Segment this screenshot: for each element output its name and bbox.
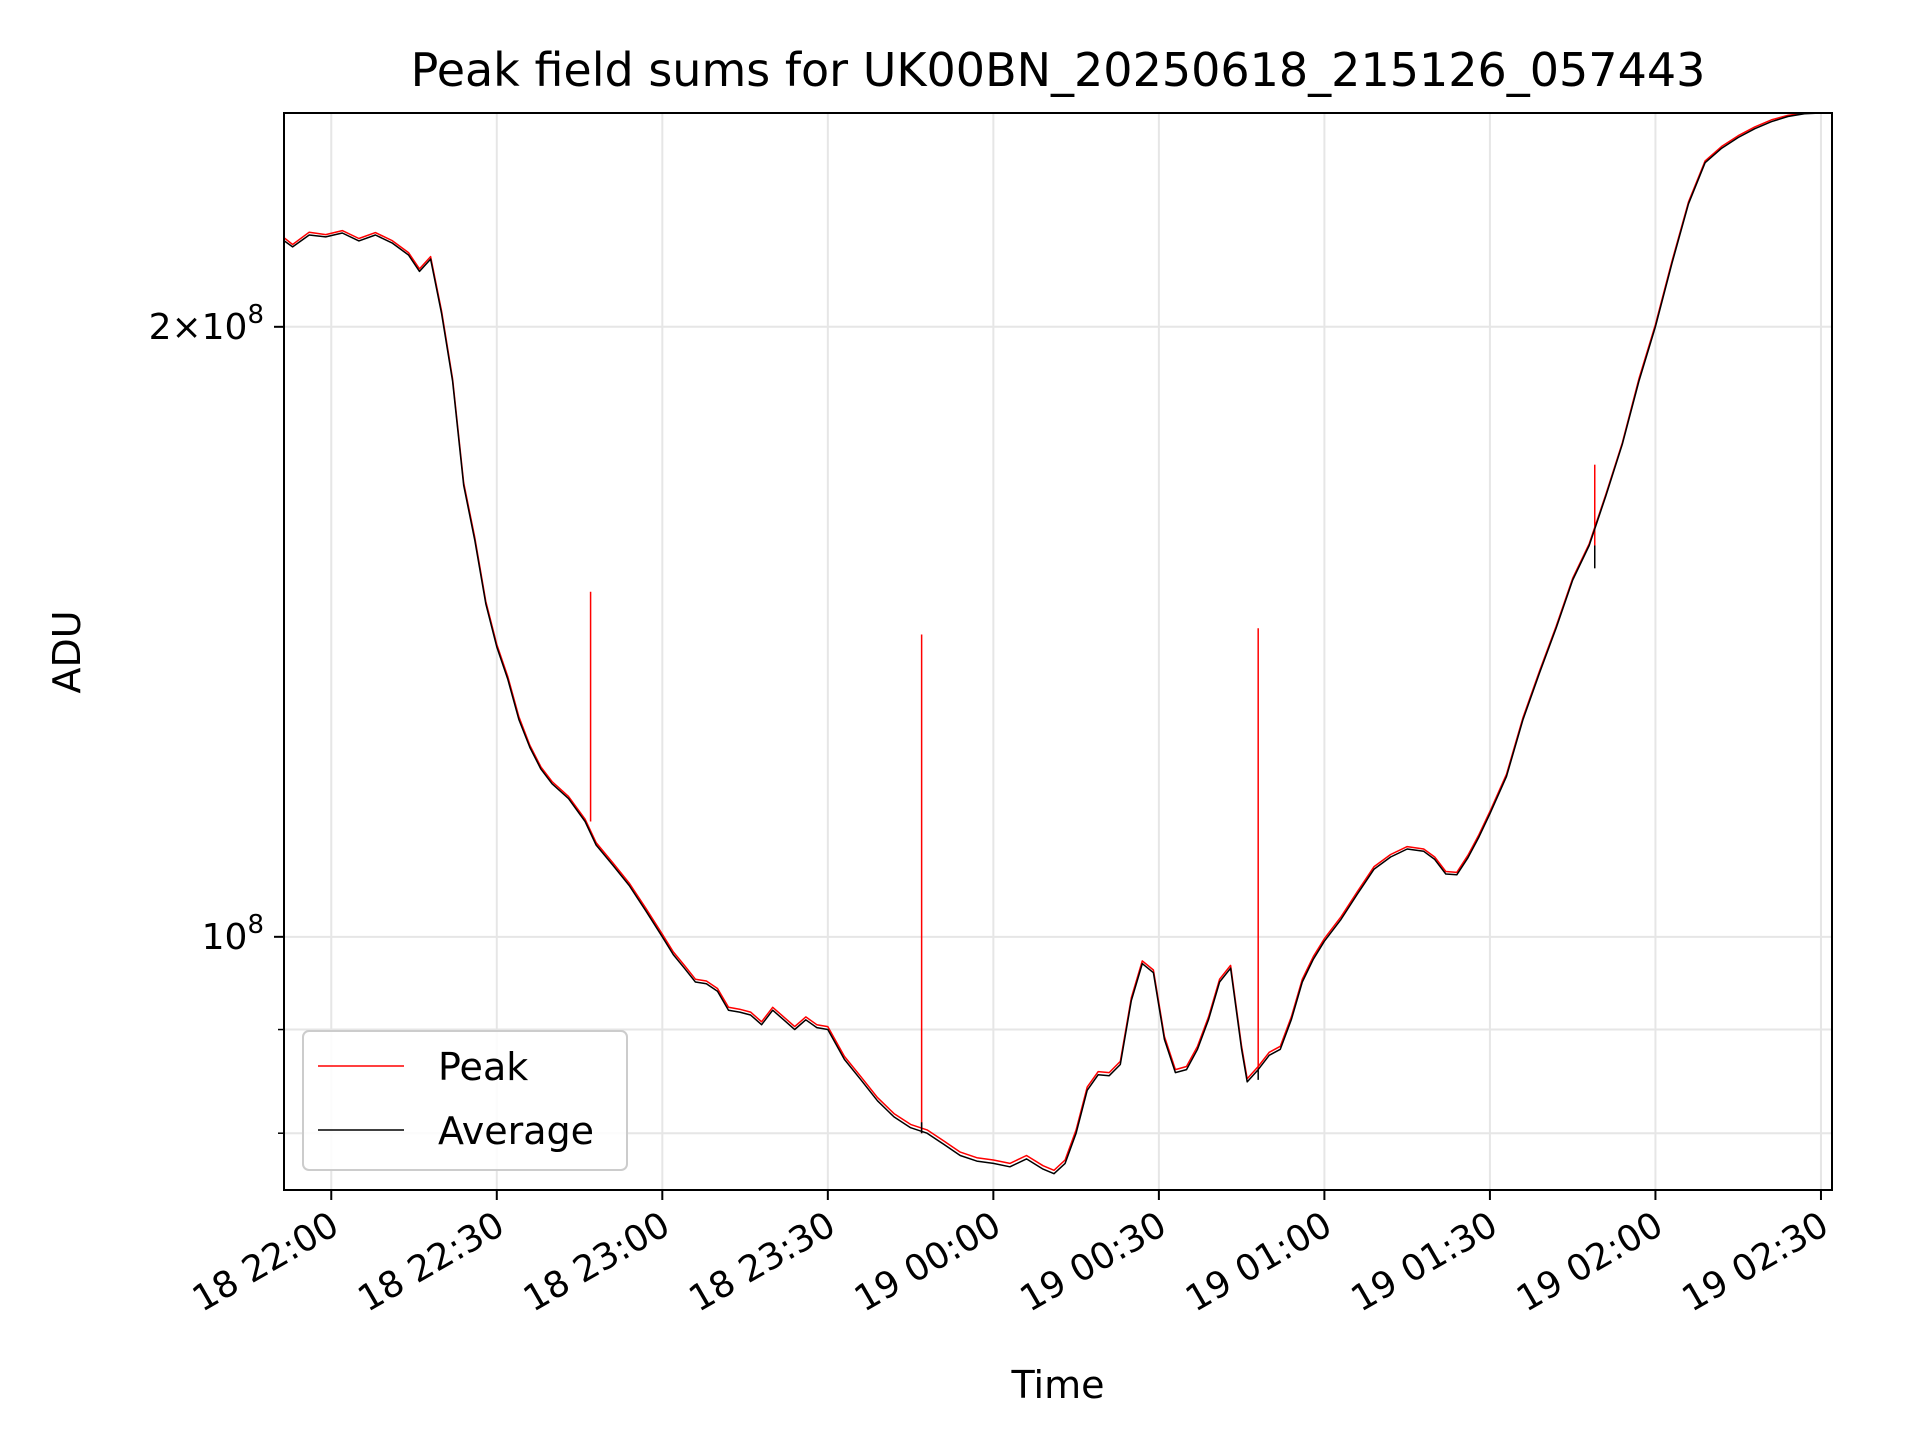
plot-series [284, 113, 1832, 1175]
series-group [284, 113, 1832, 1175]
y-tick-label: 108 [202, 910, 264, 958]
grid [284, 113, 1832, 1190]
series-line-average [284, 113, 1832, 1175]
x-axis-label: Time [1011, 1363, 1105, 1407]
y-axis-label: ADU [45, 610, 89, 693]
y-tick-label: 2×108 [149, 300, 264, 348]
chart-title: Peak field sums for UK00BN_20250618_2151… [411, 43, 1706, 97]
plot-area-frame [283, 112, 1833, 1191]
y-axis-ticks: 108 2×108 [149, 300, 284, 1134]
legend-label-peak: Peak [438, 1045, 528, 1089]
legend-label-average: Average [438, 1109, 594, 1153]
legend: Peak Average [302, 1030, 628, 1171]
